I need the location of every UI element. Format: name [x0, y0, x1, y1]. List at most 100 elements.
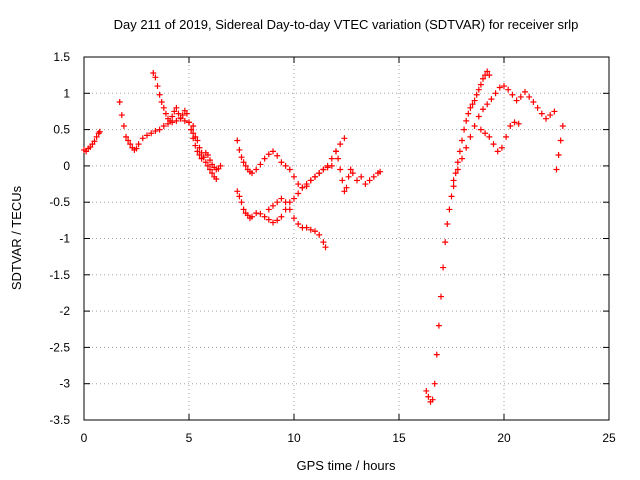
data-point — [333, 148, 339, 155]
data-point — [160, 104, 167, 111]
data-point — [274, 199, 281, 206]
series-l — [553, 122, 566, 173]
data-point — [335, 155, 342, 162]
data-point — [265, 151, 272, 158]
data-point — [467, 133, 474, 140]
data-point — [522, 88, 528, 95]
data-point — [236, 146, 243, 153]
data-point — [181, 117, 188, 124]
data-point — [496, 84, 503, 91]
data-point — [452, 170, 459, 177]
data-point — [249, 170, 255, 177]
data-point — [91, 138, 98, 145]
data-point — [127, 141, 134, 148]
data-point — [312, 228, 318, 235]
data-point — [207, 157, 213, 164]
data-point — [463, 144, 470, 151]
data-point — [209, 170, 216, 177]
data-point — [343, 184, 350, 191]
grid — [84, 57, 609, 420]
x-tick-label: 0 — [81, 431, 88, 445]
data-point — [461, 126, 468, 133]
x-tick-labels: 0 5 10 15 20 25 — [81, 431, 616, 445]
data-point — [270, 202, 276, 209]
data-point — [511, 119, 518, 126]
data-point — [480, 75, 486, 82]
series-i — [423, 68, 493, 405]
data-point — [444, 220, 451, 227]
data-point — [471, 122, 478, 129]
data-point — [316, 170, 323, 177]
data-point — [450, 183, 457, 190]
data-point — [438, 293, 444, 300]
data-point — [295, 190, 302, 197]
data-point — [328, 162, 335, 169]
data-point — [200, 154, 207, 161]
series-k — [477, 119, 522, 155]
data-point — [559, 122, 566, 129]
data-point — [295, 181, 302, 188]
data-point — [459, 137, 465, 144]
data-point — [463, 117, 470, 124]
data-point — [307, 177, 314, 184]
data-point — [316, 231, 323, 238]
data-point — [538, 110, 545, 117]
data-point — [120, 122, 127, 129]
x-tick-label: 5 — [186, 431, 193, 445]
data-point — [377, 168, 384, 175]
data-point — [431, 380, 438, 387]
data-point — [341, 188, 348, 195]
data-point — [358, 173, 365, 180]
data-point — [148, 130, 155, 137]
data-point — [152, 128, 159, 135]
data-point — [488, 96, 495, 103]
y-tick-label: 1.5 — [53, 50, 70, 64]
data-point — [337, 141, 344, 148]
data-point — [450, 177, 457, 184]
data-point — [190, 122, 197, 129]
data-point — [240, 206, 247, 213]
data-point — [188, 126, 195, 133]
data-point — [204, 152, 211, 159]
data-point — [435, 322, 442, 329]
data-point — [265, 216, 272, 223]
data-point — [236, 193, 243, 200]
data-point — [173, 117, 180, 124]
data-point — [517, 93, 524, 100]
data-point — [150, 69, 157, 76]
data-point — [123, 133, 129, 140]
data-point — [190, 135, 197, 142]
data-point — [303, 224, 310, 231]
data-point — [152, 74, 159, 81]
data-point — [156, 91, 163, 98]
data-point — [196, 144, 203, 151]
data-point — [433, 351, 440, 358]
data-point — [158, 99, 165, 106]
data-point — [303, 181, 310, 188]
data-point — [543, 115, 549, 122]
data-point — [484, 101, 491, 108]
data-point — [526, 93, 533, 100]
data-point — [370, 173, 377, 180]
data-point — [167, 117, 174, 124]
data-point — [459, 155, 465, 162]
data-point — [482, 130, 489, 137]
data-point — [192, 142, 199, 149]
data-point — [328, 155, 335, 162]
data-point — [291, 195, 297, 202]
y-tick-label: -3 — [59, 377, 70, 391]
data-point — [169, 113, 176, 120]
x-axis-label: GPS time / hours — [297, 458, 396, 473]
y-tick-label: 0.5 — [53, 123, 70, 137]
y-tick-labels: -3.5 -3 -2.5 -2 -1.5 -1 -0.5 0 0.5 1 1.5 — [49, 50, 70, 427]
data-point — [557, 137, 564, 144]
data-point — [238, 154, 245, 161]
data-point — [341, 135, 348, 142]
data-point — [553, 166, 560, 173]
data-point — [194, 137, 201, 144]
data-point — [423, 387, 430, 394]
data-point — [324, 164, 331, 171]
data-point — [154, 83, 161, 90]
data-point — [362, 181, 369, 188]
y-tick-label: -1 — [59, 232, 70, 246]
